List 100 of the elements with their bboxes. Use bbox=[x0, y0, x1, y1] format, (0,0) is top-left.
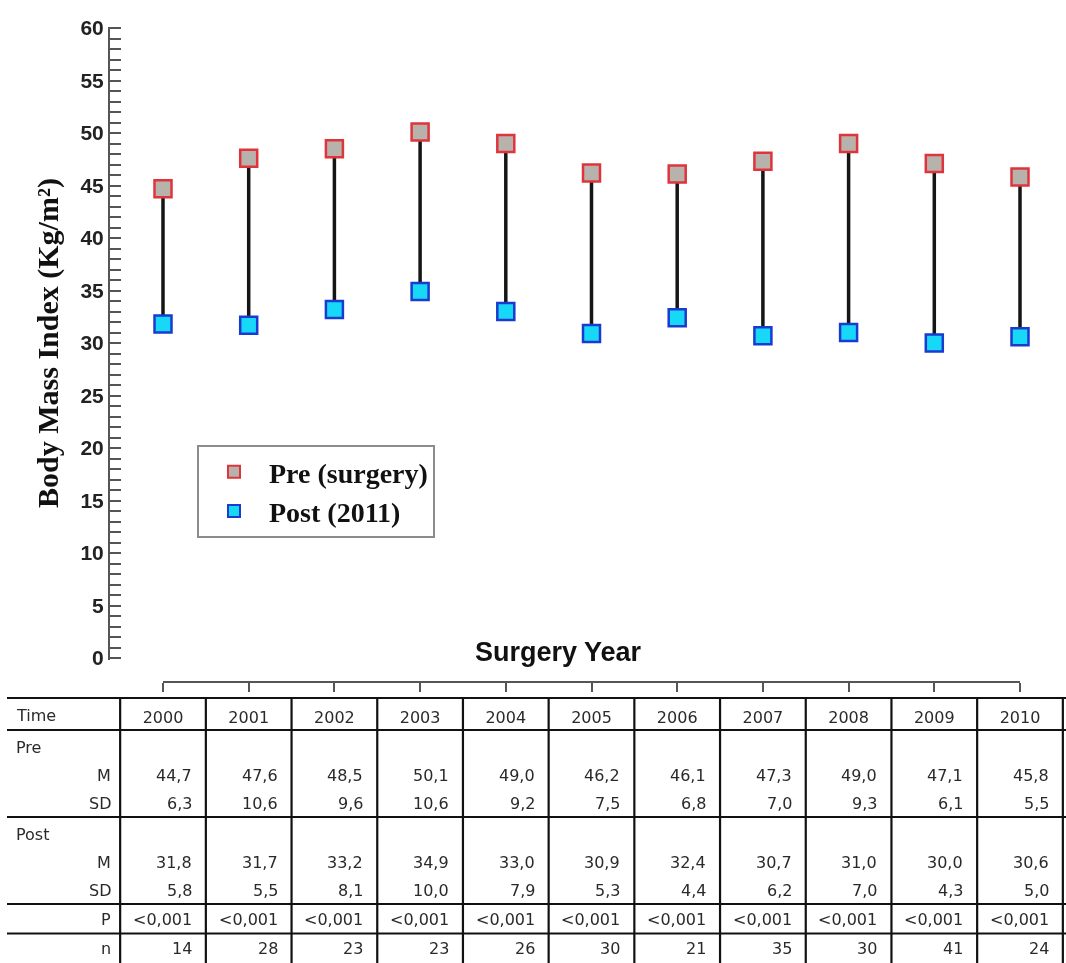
point bbox=[324, 139, 345, 159]
category-label: SD bbox=[89, 794, 112, 813]
text: 47,3 bbox=[756, 766, 792, 785]
text: 44,7 bbox=[156, 766, 192, 785]
y-tick-label: 40 bbox=[80, 226, 104, 250]
text: <0,001 bbox=[990, 910, 1050, 929]
category-label: M bbox=[97, 766, 111, 785]
text: 6,1 bbox=[938, 794, 964, 813]
x-axis-title: Surgery Year bbox=[475, 637, 642, 667]
y-tick-label: 30 bbox=[80, 331, 104, 355]
y-tick-label: 0 bbox=[92, 646, 104, 670]
x-tick-label: 2002 bbox=[314, 708, 355, 728]
point bbox=[1010, 167, 1030, 187]
point bbox=[667, 164, 687, 184]
text: 4,4 bbox=[681, 881, 707, 900]
text: 41 bbox=[943, 939, 964, 958]
x-tick-label: 2009 bbox=[913, 708, 955, 728]
text: 48,5 bbox=[327, 766, 363, 785]
point bbox=[153, 314, 173, 334]
text: 5,0 bbox=[1024, 881, 1050, 900]
text: 5,5 bbox=[1024, 794, 1050, 813]
text: 5,3 bbox=[595, 881, 621, 900]
point bbox=[924, 333, 945, 353]
text: 46,1 bbox=[670, 766, 706, 785]
text: 23 bbox=[429, 939, 450, 958]
y-tick-label: 45 bbox=[80, 173, 105, 197]
category-label: SD bbox=[89, 881, 112, 900]
x-tick-label: 2010 bbox=[999, 708, 1041, 728]
text: <0,001 bbox=[476, 910, 536, 929]
y-tick-label: 35 bbox=[80, 278, 105, 302]
text: 30 bbox=[857, 939, 878, 958]
point bbox=[924, 153, 945, 174]
point bbox=[410, 122, 430, 142]
text: 7,5 bbox=[595, 794, 621, 813]
x-tick-label: 2007 bbox=[742, 708, 784, 728]
text: 26 bbox=[515, 939, 536, 958]
text: 10,0 bbox=[413, 881, 449, 900]
text: <0,001 bbox=[904, 910, 964, 929]
text: 6,2 bbox=[767, 881, 793, 900]
text: 7,0 bbox=[852, 881, 878, 900]
text: 9,2 bbox=[510, 794, 536, 813]
text: 23 bbox=[343, 939, 364, 958]
text: 9,3 bbox=[852, 794, 878, 813]
point bbox=[153, 178, 173, 199]
point bbox=[410, 281, 430, 302]
x-tick-label: 2003 bbox=[399, 708, 441, 728]
text: 28 bbox=[258, 939, 279, 958]
point bbox=[496, 133, 516, 154]
y-tick-label: 60 bbox=[80, 16, 104, 40]
text: 7,0 bbox=[767, 794, 793, 813]
category-label: Post bbox=[16, 825, 50, 844]
text: 21 bbox=[686, 939, 707, 958]
text: 14 bbox=[172, 939, 193, 958]
y-tick-label: 55 bbox=[80, 68, 105, 92]
text: 10,6 bbox=[242, 794, 278, 813]
x-tick-label: 2004 bbox=[485, 708, 527, 728]
text: 6,3 bbox=[167, 794, 193, 813]
x-tick-label: 2006 bbox=[656, 708, 698, 728]
text: 45,8 bbox=[1013, 766, 1049, 785]
y-axis-title: Body Mass Index (Kg/m²) bbox=[30, 178, 65, 508]
text: <0,001 bbox=[733, 910, 793, 929]
x-tick-label: 2005 bbox=[571, 708, 612, 728]
y-tick-label: 25 bbox=[80, 383, 105, 407]
text: 5,5 bbox=[253, 881, 279, 900]
text: <0,001 bbox=[561, 910, 621, 929]
text: 35 bbox=[772, 939, 793, 958]
y-tick-label: 10 bbox=[80, 541, 104, 565]
point bbox=[838, 133, 859, 154]
point bbox=[581, 163, 602, 183]
text: 47,1 bbox=[927, 766, 963, 785]
text: 6,8 bbox=[681, 794, 707, 813]
text: 50,1 bbox=[413, 766, 449, 785]
point bbox=[838, 322, 859, 343]
text: 33,2 bbox=[327, 853, 363, 872]
text: <0,001 bbox=[219, 910, 279, 929]
category-label: M bbox=[97, 853, 111, 872]
category-label: n bbox=[101, 939, 112, 958]
point bbox=[753, 151, 773, 172]
text: 31,7 bbox=[242, 853, 278, 872]
text: <0,001 bbox=[818, 910, 878, 929]
text: 31,0 bbox=[841, 853, 877, 872]
text: 49,0 bbox=[499, 766, 535, 785]
x-tick-label: 2000 bbox=[142, 708, 184, 728]
text: 7,9 bbox=[510, 881, 536, 900]
category-label: P bbox=[101, 910, 111, 929]
point bbox=[496, 301, 516, 322]
text: 32,4 bbox=[670, 853, 706, 872]
point bbox=[238, 315, 259, 335]
text: Time bbox=[16, 706, 57, 725]
text: 5,8 bbox=[167, 881, 193, 900]
text: 9,6 bbox=[338, 794, 364, 813]
text: 31,8 bbox=[156, 853, 192, 872]
x-tick-label: 2008 bbox=[828, 708, 869, 728]
y-tick-label: 50 bbox=[80, 121, 104, 145]
text: 30,0 bbox=[927, 853, 963, 872]
text: 30,9 bbox=[584, 853, 620, 872]
point bbox=[324, 299, 345, 320]
y-tick-label: 20 bbox=[80, 436, 104, 460]
point bbox=[238, 148, 259, 168]
text: 4,3 bbox=[938, 881, 964, 900]
